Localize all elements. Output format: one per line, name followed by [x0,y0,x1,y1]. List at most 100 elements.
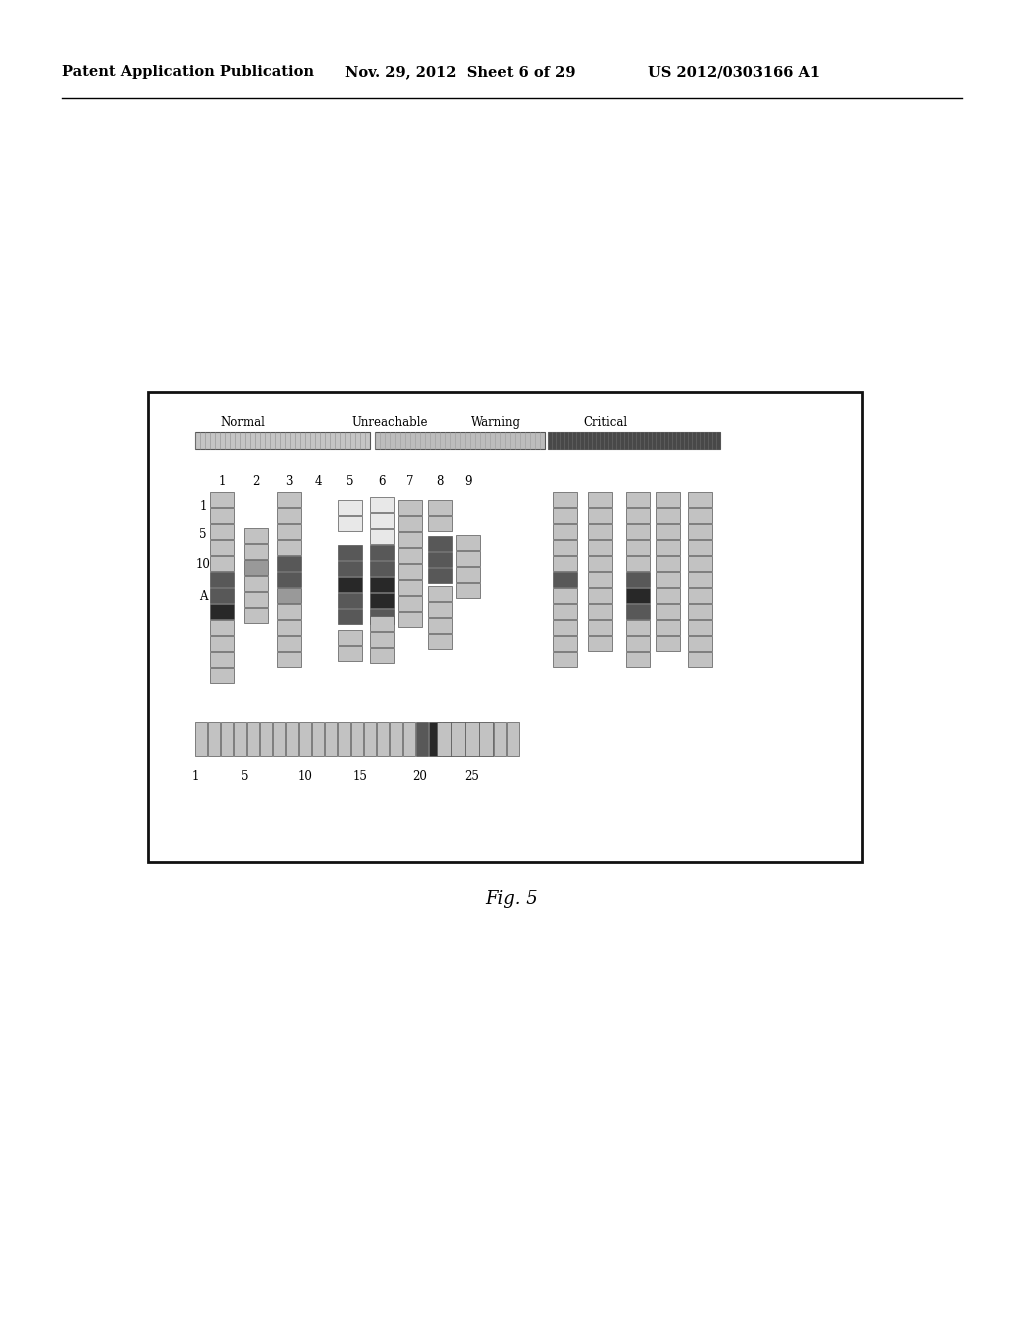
Bar [210,572,234,587]
Bar [553,605,577,619]
Bar [588,556,612,572]
Bar [338,545,362,560]
Bar [451,722,465,756]
Bar [398,500,422,515]
Text: 25: 25 [465,770,479,783]
Bar [494,722,506,756]
Bar [234,722,246,756]
Bar [626,492,650,507]
Bar [428,568,452,583]
Bar [553,636,577,651]
Bar [428,618,452,634]
Bar [278,492,301,507]
Bar [247,722,259,756]
Bar [442,722,454,756]
Bar [626,605,650,619]
Bar [688,508,712,523]
Text: 5: 5 [346,475,353,488]
Text: 1: 1 [191,770,199,783]
Bar [481,722,493,756]
Text: US 2012/0303166 A1: US 2012/0303166 A1 [648,65,820,79]
Bar [210,508,234,523]
Bar [588,508,612,523]
Text: Nov. 29, 2012  Sheet 6 of 29: Nov. 29, 2012 Sheet 6 of 29 [345,65,575,79]
Text: Patent Application Publication: Patent Application Publication [62,65,314,79]
Bar [656,636,680,651]
Bar [370,593,394,609]
Bar [390,722,402,756]
Bar [195,432,370,449]
Text: A: A [199,590,207,603]
Bar [656,572,680,587]
Bar [244,528,268,543]
Bar [278,508,301,523]
Text: 20: 20 [413,770,427,783]
Bar [656,620,680,635]
Bar [338,561,362,576]
Bar [588,540,612,554]
Bar [588,587,612,603]
Bar [398,612,422,627]
Bar [210,492,234,507]
Bar [312,722,324,756]
Text: 4: 4 [314,475,322,488]
Bar [210,620,234,635]
Bar [507,722,519,756]
Bar [428,634,452,649]
Bar [286,722,298,756]
Bar [364,722,376,756]
Bar [210,524,234,539]
Bar [588,605,612,619]
Bar [656,540,680,554]
Bar [656,492,680,507]
Bar [370,561,394,576]
Bar [688,652,712,667]
Text: 7: 7 [407,475,414,488]
Bar [278,572,301,587]
Bar [370,577,394,591]
Bar [553,572,577,587]
Bar [437,722,451,756]
Bar [195,722,207,756]
Bar [210,540,234,554]
Bar [325,722,337,756]
Text: Critical: Critical [583,416,627,429]
Text: 1: 1 [200,500,207,513]
Bar [553,620,577,635]
Text: 9: 9 [464,475,472,488]
Text: 1: 1 [218,475,225,488]
Bar [588,524,612,539]
Bar [428,536,452,550]
Bar [338,722,350,756]
Bar [548,432,720,449]
Bar [456,583,480,598]
Bar [278,556,301,572]
Bar [428,516,452,531]
Text: 2: 2 [252,475,260,488]
Bar [278,587,301,603]
Bar [626,636,650,651]
Text: Normal: Normal [220,416,265,429]
Bar [338,500,362,515]
Text: 10: 10 [196,558,211,572]
Bar [338,630,362,645]
Bar [428,586,452,601]
Bar [553,524,577,539]
Bar [553,556,577,572]
Bar [456,568,480,582]
Bar [468,722,480,756]
Bar [553,652,577,667]
Bar [210,636,234,651]
Text: Fig. 5: Fig. 5 [485,890,539,908]
Text: 8: 8 [436,475,443,488]
Bar [338,593,362,609]
Bar [688,605,712,619]
Bar [244,609,268,623]
Bar [479,722,493,756]
Bar [626,540,650,554]
Bar [553,587,577,603]
Bar [688,636,712,651]
Bar [688,524,712,539]
Bar [656,556,680,572]
Bar [656,587,680,603]
